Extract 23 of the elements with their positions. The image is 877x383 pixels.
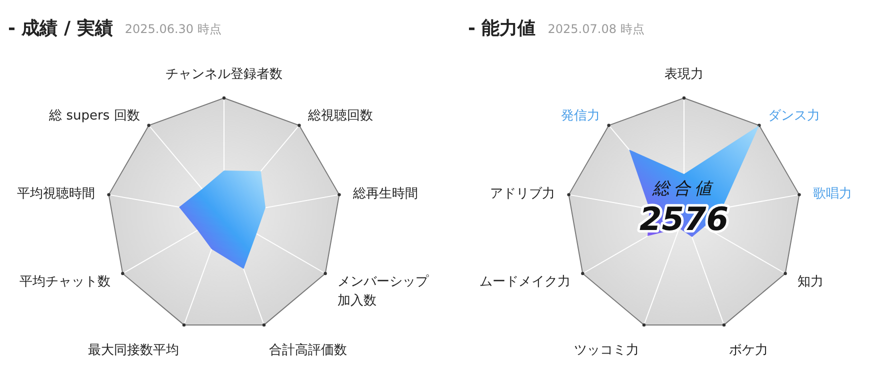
spoke-label: 総視聴回数 <box>307 108 374 124</box>
chart-subtitle: 2025.07.08 時点 <box>548 22 644 36</box>
spoke-label: ボケ力 <box>728 343 768 358</box>
chart-subtitle: 2025.06.30 時点 <box>124 22 222 36</box>
spoke-label: 平均チャット数 <box>20 274 111 290</box>
text: 総合値 <box>652 179 716 199</box>
chart-title: - 能力値 <box>468 18 536 39</box>
spoke-label: 総 supers 回数 <box>48 108 140 124</box>
spoke-label: ムードメイク力 <box>480 274 571 290</box>
spoke-label: 最大同接数平均 <box>88 343 180 358</box>
spoke-label: メンバーシップ加入数 <box>337 274 430 308</box>
spoke-label: 平均視聴時間 <box>16 186 95 202</box>
spoke-label: アドリブ力 <box>490 186 555 202</box>
spoke-label: 歌唱力 <box>813 186 852 202</box>
spoke-label: ダンス力 <box>768 108 820 124</box>
spoke-label: 総再生時間 <box>352 186 418 202</box>
spoke-label: 発信力 <box>560 108 600 124</box>
chart-title: - 成績 / 実績 <box>8 18 113 39</box>
spoke-label: 表現力 <box>664 67 704 82</box>
spoke-label: 知力 <box>797 274 824 290</box>
spoke-label: ツッコミ力 <box>574 343 640 358</box>
spoke-label: 合計高評価数 <box>268 342 347 358</box>
spoke-label: チャンネル登録者数 <box>166 67 282 82</box>
